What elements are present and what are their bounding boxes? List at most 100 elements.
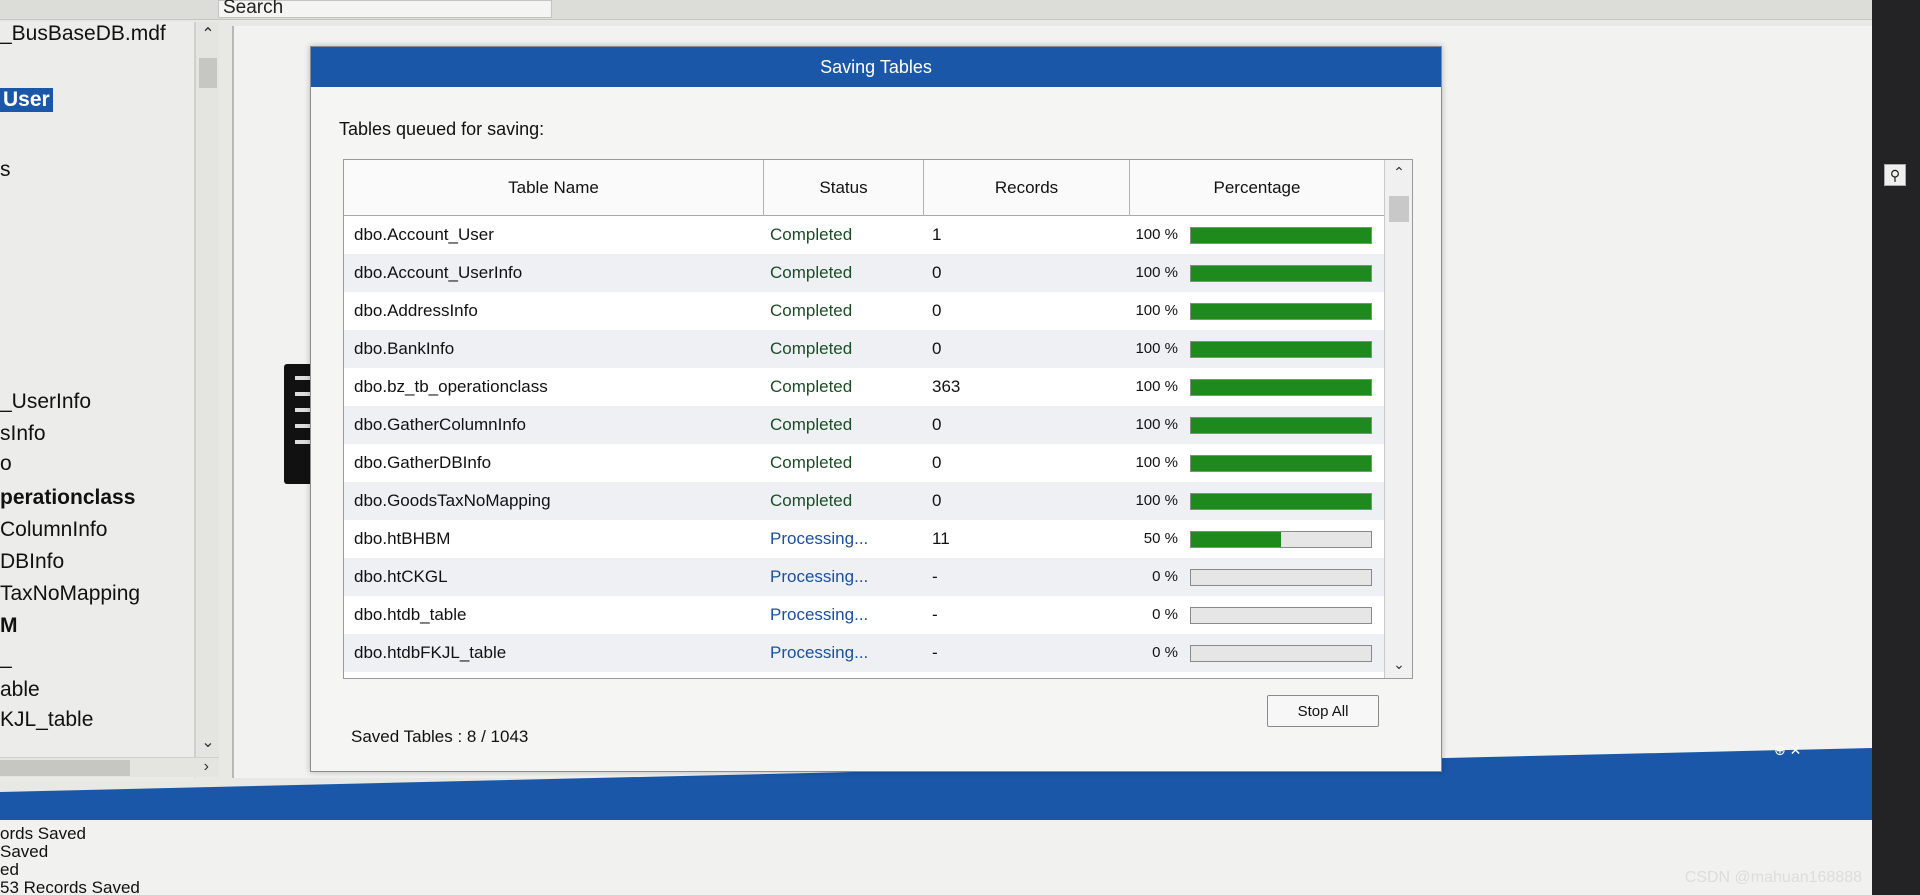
table-row[interactable]: dbo.BankInfo Completed 0 100 %: [344, 330, 1384, 368]
status-cell: Completed: [770, 339, 853, 358]
table-name-cell: dbo.GoodsTaxNoMapping: [354, 491, 551, 510]
stop-all-button[interactable]: Stop All: [1267, 695, 1379, 727]
progress-bar: [1190, 265, 1372, 282]
percentage-cell: 100 %: [1135, 378, 1178, 395]
status-cell: Completed: [770, 225, 853, 244]
saved-tables-count: Saved Tables : 8 / 1043: [351, 727, 529, 746]
chevron-up-icon[interactable]: ⌃: [1393, 164, 1405, 180]
progress-bar-fill: [1191, 456, 1371, 471]
progress-bar: [1190, 379, 1372, 396]
chevron-up-icon[interactable]: ⌃: [201, 26, 215, 43]
column-header-table-name[interactable]: Table Name: [344, 160, 764, 216]
table-name-cell: dbo.htdb_table: [354, 605, 467, 624]
records-cell: 1: [932, 225, 942, 244]
percentage-cell: 100 %: [1135, 492, 1178, 509]
tree-item[interactable]: _BusBaseDB.mdf: [0, 22, 166, 45]
tree-item[interactable]: TaxNoMapping: [0, 582, 141, 605]
search-icon[interactable]: ⚲: [1884, 164, 1906, 186]
status-cell: Completed: [770, 263, 853, 282]
records-cell: 363: [932, 377, 961, 396]
table-row[interactable]: dbo.Account_User Completed 1 100 %: [344, 216, 1384, 254]
progress-bar-fill: [1191, 228, 1371, 243]
table-name-cell: dbo.bz_tb_operationclass: [354, 377, 548, 396]
table-row[interactable]: dbo.htdb_table Processing... - 0 %: [344, 596, 1384, 634]
chevron-right-icon[interactable]: ›: [203, 758, 209, 775]
table-name-cell: dbo.GatherDBInfo: [354, 453, 492, 472]
output-line: Saved: [0, 842, 49, 861]
progress-bar: [1190, 417, 1372, 434]
progress-bar: [1190, 341, 1372, 358]
screen-bezel: [1872, 0, 1920, 895]
percentage-cell: 0 %: [1152, 606, 1178, 623]
records-cell: 0: [932, 301, 942, 320]
percentage-cell: 100 %: [1135, 340, 1178, 357]
chevron-down-icon[interactable]: ⌄: [1393, 656, 1405, 672]
column-header-percentage[interactable]: Percentage: [1213, 178, 1301, 197]
tree-item[interactable]: ColumnInfo: [0, 518, 108, 541]
status-cell: Completed: [770, 453, 853, 472]
table-row[interactable]: dbo.bz_tb_operationclass Completed 363 100 …: [344, 368, 1384, 406]
column-header-status[interactable]: Status: [764, 160, 924, 216]
progress-bar-fill: [1191, 494, 1371, 509]
saving-tables-dialog: Saving Tables Tables queued for saving: …: [310, 46, 1442, 772]
output-line: ed: [0, 860, 19, 879]
status-cell: Completed: [770, 491, 853, 510]
pin-icon[interactable]: ⊕: [1774, 742, 1786, 758]
records-cell: -: [932, 643, 938, 662]
table-row[interactable]: dbo.htdbFKJL_table Processing... - 0 %: [344, 634, 1384, 672]
tree-item[interactable]: User: [0, 88, 53, 112]
output-panel-controls: ⊕ ✕: [1774, 742, 1801, 759]
records-cell: -: [932, 567, 938, 586]
grid-header: Table Name Status Records Percentage: [344, 160, 1384, 216]
queue-label: Tables queued for saving:: [339, 119, 545, 139]
tree-hscroll-thumb[interactable]: [0, 760, 130, 776]
progress-bar-fill: [1191, 304, 1371, 319]
status-cell: Processing...: [770, 605, 869, 624]
table-row[interactable]: dbo.GatherColumnInfo Completed 0 100 %: [344, 406, 1384, 444]
tree-horizontal-scrollbar[interactable]: ›: [0, 757, 219, 777]
status-cell: Processing...: [770, 529, 869, 548]
tree-item[interactable]: DBInfo: [0, 550, 65, 573]
progress-bar-fill: [1191, 266, 1371, 281]
tree-item[interactable]: sInfo: [0, 422, 46, 445]
column-header-records[interactable]: Records: [924, 160, 1130, 216]
percentage-cell: 100 %: [1135, 226, 1178, 243]
grid-scroll-thumb[interactable]: [1389, 196, 1409, 222]
tree-item[interactable]: _UserInfo: [0, 390, 92, 413]
progress-bar-fill: [1191, 418, 1371, 433]
tree-item[interactable]: _: [0, 646, 12, 669]
tree-item[interactable]: KJL_table: [0, 708, 94, 731]
table-row[interactable]: dbo.GoodsTaxNoMapping Completed 0 100 %: [344, 482, 1384, 520]
tree-item[interactable]: s: [0, 158, 11, 181]
chevron-down-icon[interactable]: ⌄: [201, 734, 215, 751]
table-name-cell: dbo.htdbFKJL_table: [354, 643, 507, 662]
tree-scroll-thumb[interactable]: [199, 58, 217, 88]
percentage-cell: 0 %: [1152, 568, 1178, 585]
grid-vertical-scrollbar[interactable]: ⌃ ⌄: [1384, 160, 1412, 678]
tree-item[interactable]: o: [0, 452, 12, 475]
table-name-cell: dbo.GatherColumnInfo: [354, 415, 526, 434]
table-row[interactable]: dbo.htBHBM Processing... 11 50 %: [344, 520, 1384, 558]
tree-item[interactable]: perationclass: [0, 486, 136, 509]
percentage-cell: 100 %: [1135, 416, 1178, 433]
percentage-cell: 100 %: [1135, 454, 1178, 471]
output-line: 53 Records Saved: [0, 878, 140, 895]
table-row[interactable]: dbo.AddressInfo Completed 0 100 %: [344, 292, 1384, 330]
progress-bar: [1190, 569, 1372, 586]
tree-vertical-scrollbar[interactable]: ⌃ ⌄: [195, 22, 219, 757]
object-explorer-tree: _BusBaseDB.mdf User s _UserInfo sInfo o perati…: [0, 22, 195, 778]
close-icon[interactable]: ✕: [1789, 742, 1802, 758]
tree-item[interactable]: able: [0, 678, 40, 701]
table-row[interactable]: dbo.htCKGL Processing... - 0 %: [344, 558, 1384, 596]
tree-item[interactable]: M: [0, 614, 18, 637]
percentage-cell: 0 %: [1152, 644, 1178, 661]
progress-bar: [1190, 493, 1372, 510]
output-panel: ords Saved Saved ed 53 Records Saved: [0, 820, 1872, 895]
progress-bar: [1190, 531, 1372, 548]
progress-bar-fill: [1191, 532, 1281, 547]
search-field[interactable]: Search: [218, 0, 552, 18]
table-row[interactable]: dbo.GatherDBInfo Completed 0 100 %: [344, 444, 1384, 482]
watermark: CSDN @mahuan168888: [1684, 869, 1862, 886]
output-line: ords Saved: [0, 824, 86, 843]
table-row[interactable]: dbo.Account_UserInfo Completed 0 100 %: [344, 254, 1384, 292]
